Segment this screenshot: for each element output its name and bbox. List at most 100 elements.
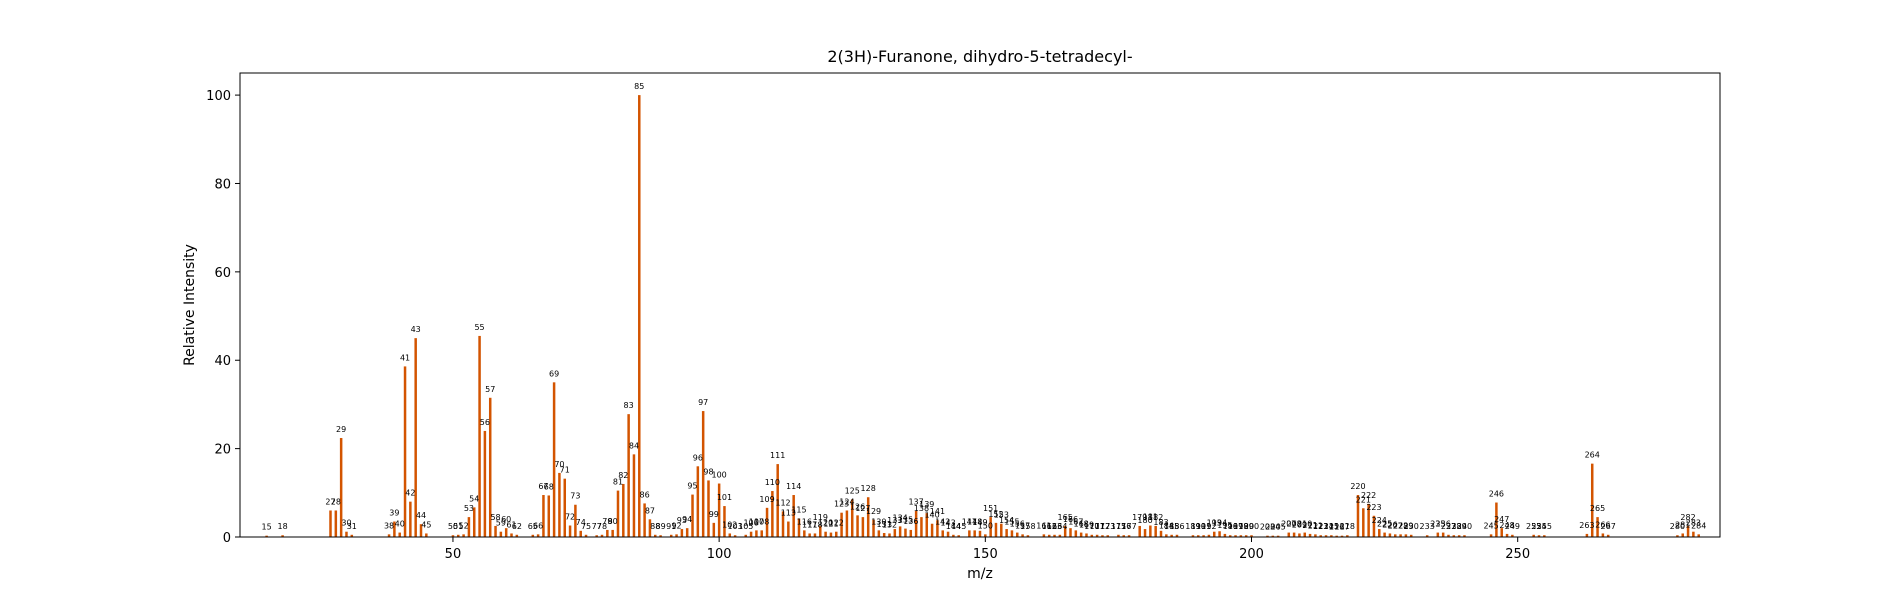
peak-label-52: 52 (459, 521, 469, 530)
peak-label-29: 29 (336, 425, 346, 434)
peak-label-175: 175 (1111, 522, 1126, 531)
peak-label-112: 112 (775, 498, 790, 507)
peak-bar-163 (1053, 534, 1056, 537)
peak-bar-126 (856, 515, 859, 537)
peak-label-131: 131 (877, 520, 892, 529)
peak-label-208: 208 (1286, 520, 1301, 529)
peak-label-96: 96 (693, 453, 703, 462)
peak-label-135: 135 (898, 516, 913, 525)
peak-bar-112 (781, 511, 785, 537)
peak-label-91: 91 (666, 522, 676, 531)
peak-bar-136 (909, 529, 913, 537)
peak-label-42: 42 (405, 489, 415, 498)
x-tick-label-200: 200 (1239, 547, 1264, 562)
y-tick-label-40: 40 (214, 354, 231, 369)
peak-label-67: 67 (538, 482, 548, 491)
peak-bar-282 (1686, 525, 1690, 537)
peak-bar-164 (1058, 534, 1062, 537)
peak-label-57: 57 (485, 385, 495, 394)
x-tick-label-250: 250 (1505, 547, 1530, 562)
peak-label-280: 280 (1670, 522, 1685, 531)
peak-label-245: 245 (1483, 521, 1498, 530)
peak-bar-41 (403, 366, 407, 537)
peak-bar-216 (1335, 535, 1338, 537)
peak-label-150: 150 (978, 521, 993, 530)
peak-bar-102 (728, 533, 732, 537)
peak-label-142: 142 (935, 517, 950, 526)
peak-bar-30 (345, 531, 348, 537)
peak-label-156: 156 (1010, 520, 1025, 529)
peak-bar-171 (1095, 534, 1099, 537)
peak-label-283: 283 (1686, 519, 1701, 528)
peak-label-218: 218 (1340, 522, 1355, 531)
peak-label-194: 194 (1212, 518, 1227, 527)
peak-bar-60 (504, 528, 508, 537)
peak-bar-139 (925, 513, 929, 537)
peak-label-101: 101 (717, 493, 732, 502)
peak-label-211: 211 (1302, 521, 1317, 530)
peak-label-116: 116 (797, 517, 812, 526)
peak-bar-58 (494, 525, 497, 537)
peak-label-196: 196 (1223, 522, 1238, 531)
peak-bar-154 (1005, 529, 1008, 537)
peak-bar-193 (1212, 531, 1216, 537)
peak-label-54: 54 (469, 494, 479, 503)
peak-label-40: 40 (395, 520, 405, 529)
peak-bar-283 (1692, 531, 1695, 537)
peak-label-28: 28 (331, 497, 341, 506)
peak-label-212: 212 (1308, 521, 1323, 530)
peak-bar-230 (1409, 534, 1413, 537)
peak-bar-95 (691, 494, 694, 537)
peak-label-192: 192 (1201, 522, 1216, 531)
peak-bar-88 (654, 534, 657, 537)
peak-label-123: 123 (834, 500, 849, 509)
peak-bar-203 (1266, 535, 1269, 537)
peak-bar-85 (638, 95, 641, 537)
peak-bar-233 (1425, 535, 1429, 537)
peak-label-214: 214 (1318, 522, 1333, 531)
peak-label-239: 239 (1451, 522, 1466, 531)
peak-bar-98 (707, 480, 710, 537)
peak-label-186: 186 (1169, 522, 1184, 531)
peak-label-189: 189 (1185, 522, 1200, 531)
peak-label-134: 134 (892, 513, 907, 522)
peak-bar-245 (1489, 534, 1493, 537)
peak-bar-175 (1117, 534, 1120, 537)
peak-label-235: 235 (1430, 520, 1445, 529)
peak-bar-209 (1298, 533, 1301, 537)
peak-bar-182 (1154, 525, 1157, 537)
peak-label-255: 255 (1537, 522, 1552, 531)
plot-frame (239, 72, 1721, 538)
peak-label-87: 87 (645, 506, 655, 515)
peak-label-110: 110 (765, 478, 780, 487)
peak-bar-215 (1330, 535, 1333, 537)
x-axis-label: m/z (967, 566, 993, 582)
peak-label-185: 185 (1164, 522, 1179, 531)
peak-bar-191 (1202, 535, 1205, 537)
peak-label-51: 51 (453, 522, 463, 531)
peak-label-184: 184 (1159, 521, 1174, 530)
peak-label-170: 170 (1084, 522, 1099, 531)
peak-label-122: 122 (829, 519, 844, 528)
peak-label-88: 88 (650, 522, 660, 531)
peak-label-228: 228 (1393, 521, 1408, 530)
peak-bar-40 (398, 532, 401, 537)
peak-label-74: 74 (576, 518, 586, 527)
peak-label-105: 105 (738, 522, 753, 531)
peak-label-124: 124 (839, 497, 854, 506)
peak-label-141: 141 (930, 507, 945, 516)
peak-bar-91 (669, 534, 673, 537)
peak-label-210: 210 (1297, 520, 1312, 529)
peak-label-85: 85 (634, 82, 644, 91)
peak-label-180: 180 (1137, 516, 1152, 525)
peak-bar-189 (1191, 535, 1195, 537)
peak-bar-142 (941, 530, 944, 537)
peak-label-195: 195 (1217, 521, 1232, 530)
peak-label-121: 121 (823, 520, 838, 529)
peak-bar-151 (989, 517, 992, 537)
x-tick-label-150: 150 (973, 547, 998, 562)
peak-bar-103 (733, 535, 737, 537)
peak-label-248: 248 (1499, 521, 1514, 530)
peak-bar-38 (387, 534, 391, 537)
